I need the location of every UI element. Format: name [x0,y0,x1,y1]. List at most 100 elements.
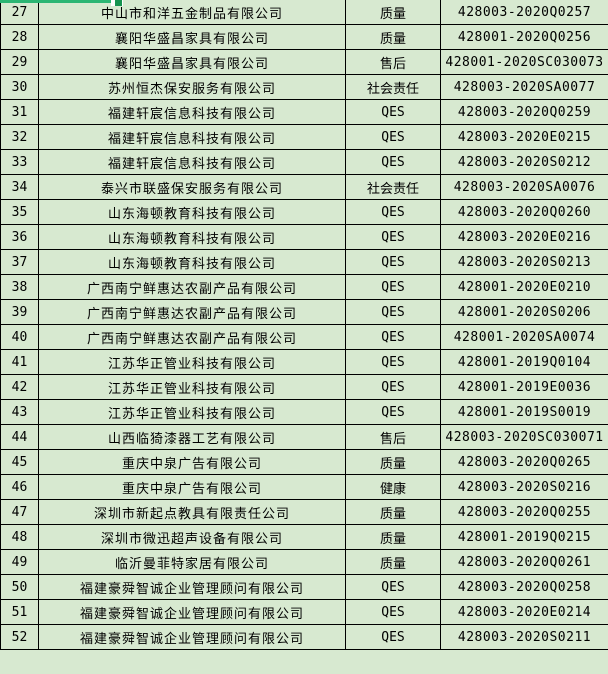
row-number-cell[interactable]: 52 [0,624,39,650]
row-number-cell[interactable]: 29 [0,49,39,75]
category-cell[interactable]: 健康 [345,474,441,500]
company-cell[interactable]: 山东海顿教育科技有限公司 [38,199,346,225]
category-cell[interactable]: 售后 [345,49,441,75]
certificate-cell[interactable]: 428003-2020Q0260 [440,199,608,225]
company-cell[interactable]: 江苏华正管业科技有限公司 [38,399,346,425]
certificate-cell[interactable]: 428001-2019S0019 [440,399,608,425]
certificate-cell[interactable]: 428003-2020E0216 [440,224,608,250]
certificate-cell[interactable]: 428003-2020Q0255 [440,499,608,525]
certificate-cell[interactable]: 428003-2020S0216 [440,474,608,500]
row-number-cell[interactable]: 35 [0,199,39,225]
certificate-cell[interactable]: 428003-2020SC030071 [440,424,608,450]
category-cell[interactable]: QES [345,124,441,150]
certificate-cell[interactable]: 428001-2019Q0104 [440,349,608,375]
row-number-cell[interactable]: 38 [0,274,39,300]
category-cell[interactable]: QES [345,349,441,375]
certificate-cell[interactable]: 428003-2020S0213 [440,249,608,275]
category-cell[interactable]: 质量 [345,549,441,575]
certificate-cell[interactable]: 428003-2020SA0077 [440,74,608,100]
certificate-cell[interactable]: 428003-2020Q0259 [440,99,608,125]
category-cell[interactable]: QES [345,574,441,600]
category-cell[interactable]: 质量 [345,0,441,25]
row-number-cell[interactable]: 36 [0,224,39,250]
company-cell[interactable]: 深圳市微迅超声设备有限公司 [38,524,346,550]
company-cell[interactable]: 山东海顿教育科技有限公司 [38,249,346,275]
certificate-cell[interactable]: 428003-2020SA0076 [440,174,608,200]
category-cell[interactable]: QES [345,274,441,300]
certificate-cell[interactable]: 428003-2020Q0257 [440,0,608,25]
company-cell[interactable]: 重庆中泉广告有限公司 [38,449,346,475]
row-number-cell[interactable]: 34 [0,174,39,200]
row-number-cell[interactable]: 46 [0,474,39,500]
category-cell[interactable]: 售后 [345,424,441,450]
certificate-cell[interactable]: 428001-2019E0036 [440,374,608,400]
certificate-cell[interactable]: 428003-2020S0211 [440,624,608,650]
certificate-cell[interactable]: 428001-2020E0210 [440,274,608,300]
company-cell[interactable]: 广西南宁鲜惠达农副产品有限公司 [38,274,346,300]
company-cell[interactable]: 襄阳华盛昌家具有限公司 [38,24,346,50]
row-number-cell[interactable]: 39 [0,299,39,325]
category-cell[interactable]: QES [345,199,441,225]
row-number-cell[interactable]: 50 [0,574,39,600]
company-cell[interactable]: 苏州恒杰保安服务有限公司 [38,74,346,100]
row-number-cell[interactable]: 40 [0,324,39,350]
row-number-cell[interactable]: 28 [0,24,39,50]
category-cell[interactable]: QES [345,249,441,275]
category-cell[interactable]: QES [345,399,441,425]
company-cell[interactable]: 重庆中泉广告有限公司 [38,474,346,500]
company-cell[interactable]: 中山市和洋五金制品有限公司 [38,0,346,25]
category-cell[interactable]: 质量 [345,24,441,50]
certificate-cell[interactable]: 428001-2020Q0256 [440,24,608,50]
certificate-cell[interactable]: 428003-2020Q0261 [440,549,608,575]
category-cell[interactable]: QES [345,374,441,400]
company-cell[interactable]: 山东海顿教育科技有限公司 [38,224,346,250]
company-cell[interactable]: 江苏华正管业科技有限公司 [38,374,346,400]
company-cell[interactable]: 福建轩宸信息科技有限公司 [38,99,346,125]
row-number-cell[interactable]: 47 [0,499,39,525]
company-cell[interactable]: 江苏华正管业科技有限公司 [38,349,346,375]
row-number-cell[interactable]: 42 [0,374,39,400]
row-number-cell[interactable]: 30 [0,74,39,100]
certificate-cell[interactable]: 428001-2020SC030073 [440,49,608,75]
category-cell[interactable]: QES [345,224,441,250]
company-cell[interactable]: 山西临猗漆器工艺有限公司 [38,424,346,450]
company-cell[interactable]: 广西南宁鲜惠达农副产品有限公司 [38,299,346,325]
company-cell[interactable]: 福建豪舜智诚企业管理顾问有限公司 [38,599,346,625]
row-number-cell[interactable]: 32 [0,124,39,150]
category-cell[interactable]: QES [345,149,441,175]
category-cell[interactable]: 质量 [345,499,441,525]
row-number-cell[interactable]: 33 [0,149,39,175]
category-cell[interactable]: QES [345,99,441,125]
row-number-cell[interactable]: 45 [0,449,39,475]
category-cell[interactable]: QES [345,324,441,350]
certificate-cell[interactable]: 428003-2020S0212 [440,149,608,175]
certificate-cell[interactable]: 428003-2020Q0258 [440,574,608,600]
certificate-cell[interactable]: 428001-2020S0206 [440,299,608,325]
company-cell[interactable]: 福建轩宸信息科技有限公司 [38,124,346,150]
row-number-cell[interactable]: 51 [0,599,39,625]
company-cell[interactable]: 福建轩宸信息科技有限公司 [38,149,346,175]
certificate-cell[interactable]: 428001-2020SA0074 [440,324,608,350]
fill-handle[interactable] [115,0,123,6]
company-cell[interactable]: 广西南宁鲜惠达农副产品有限公司 [38,324,346,350]
row-number-cell[interactable]: 41 [0,349,39,375]
certificate-cell[interactable]: 428003-2020E0215 [440,124,608,150]
row-number-cell[interactable]: 44 [0,424,39,450]
row-number-cell[interactable]: 43 [0,399,39,425]
certificate-cell[interactable]: 428003-2020Q0265 [440,449,608,475]
category-cell[interactable]: 质量 [345,524,441,550]
category-cell[interactable]: QES [345,299,441,325]
category-cell[interactable]: 社会责任 [345,174,441,200]
category-cell[interactable]: QES [345,624,441,650]
company-cell[interactable]: 襄阳华盛昌家具有限公司 [38,49,346,75]
row-number-cell[interactable]: 49 [0,549,39,575]
category-cell[interactable]: QES [345,599,441,625]
row-number-cell[interactable]: 27 [0,0,39,25]
company-cell[interactable]: 临沂曼菲特家居有限公司 [38,549,346,575]
certificate-cell[interactable]: 428001-2019Q0215 [440,524,608,550]
row-number-cell[interactable]: 37 [0,249,39,275]
company-cell[interactable]: 泰兴市联盛保安服务有限公司 [38,174,346,200]
company-cell[interactable]: 福建豪舜智诚企业管理顾问有限公司 [38,574,346,600]
row-number-cell[interactable]: 48 [0,524,39,550]
category-cell[interactable]: 社会责任 [345,74,441,100]
